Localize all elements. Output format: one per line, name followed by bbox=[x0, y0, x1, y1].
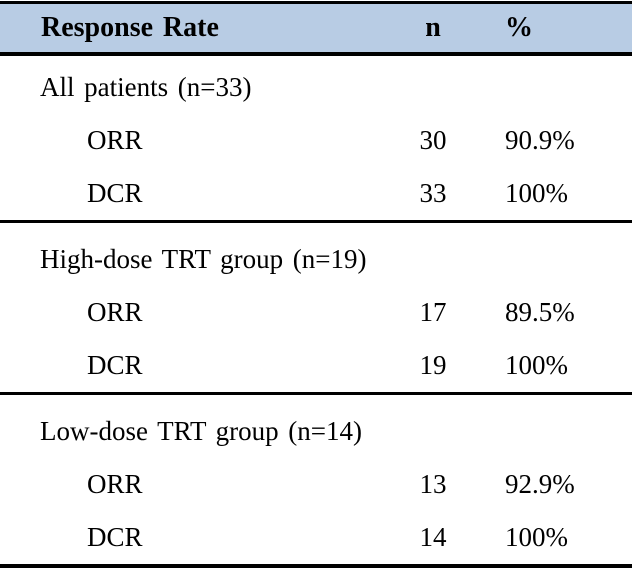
row-n-value: 33 bbox=[419, 178, 447, 208]
header-response-rate: Response Rate bbox=[41, 12, 219, 43]
row-pct-value: 92.9% bbox=[505, 469, 575, 499]
table-header-row: Response Rate n % bbox=[0, 1, 632, 56]
row-label-dcr: DCR bbox=[87, 350, 143, 380]
table-row-orr: ORR 17 89.5% bbox=[0, 286, 632, 339]
row-pct-value: 100% bbox=[505, 350, 568, 380]
section-label: Low-dose TRT group (n=14) bbox=[40, 416, 362, 446]
section-label-row: All patients (n=33) bbox=[0, 61, 632, 114]
row-pct-value: 90.9% bbox=[505, 125, 575, 155]
table-row-orr: ORR 30 90.9% bbox=[0, 114, 632, 167]
header-n: n bbox=[425, 12, 441, 43]
row-n-value: 17 bbox=[419, 297, 447, 327]
row-pct-value: 89.5% bbox=[505, 297, 575, 327]
row-n-value: 14 bbox=[419, 522, 447, 552]
table-row-orr: ORR 13 92.9% bbox=[0, 458, 632, 511]
row-label-dcr: DCR bbox=[87, 178, 143, 208]
row-label-orr: ORR bbox=[87, 297, 143, 327]
section-label-row: High-dose TRT group (n=19) bbox=[0, 233, 632, 286]
section-label-row: Low-dose TRT group (n=14) bbox=[0, 405, 632, 458]
table-row-dcr: DCR 19 100% bbox=[0, 339, 632, 392]
section-low-dose-trt: Low-dose TRT group (n=14) ORR 13 92.9% D… bbox=[0, 395, 632, 568]
row-pct-value: 100% bbox=[505, 178, 568, 208]
row-n-value: 19 bbox=[419, 350, 447, 380]
row-label-orr: ORR bbox=[87, 125, 143, 155]
section-label: High-dose TRT group (n=19) bbox=[40, 244, 367, 274]
section-label: All patients (n=33) bbox=[40, 72, 252, 102]
row-n-value: 30 bbox=[419, 125, 447, 155]
table-row-dcr: DCR 14 100% bbox=[0, 511, 632, 564]
table-row-dcr: DCR 33 100% bbox=[0, 167, 632, 220]
row-label-orr: ORR bbox=[87, 469, 143, 499]
section-all-patients: All patients (n=33) ORR 30 90.9% DCR 33 … bbox=[0, 56, 632, 223]
row-pct-value: 100% bbox=[505, 522, 568, 552]
row-n-value: 13 bbox=[419, 469, 447, 499]
header-percent: % bbox=[505, 12, 533, 43]
row-label-dcr: DCR bbox=[87, 522, 143, 552]
section-high-dose-trt: High-dose TRT group (n=19) ORR 17 89.5% … bbox=[0, 223, 632, 395]
